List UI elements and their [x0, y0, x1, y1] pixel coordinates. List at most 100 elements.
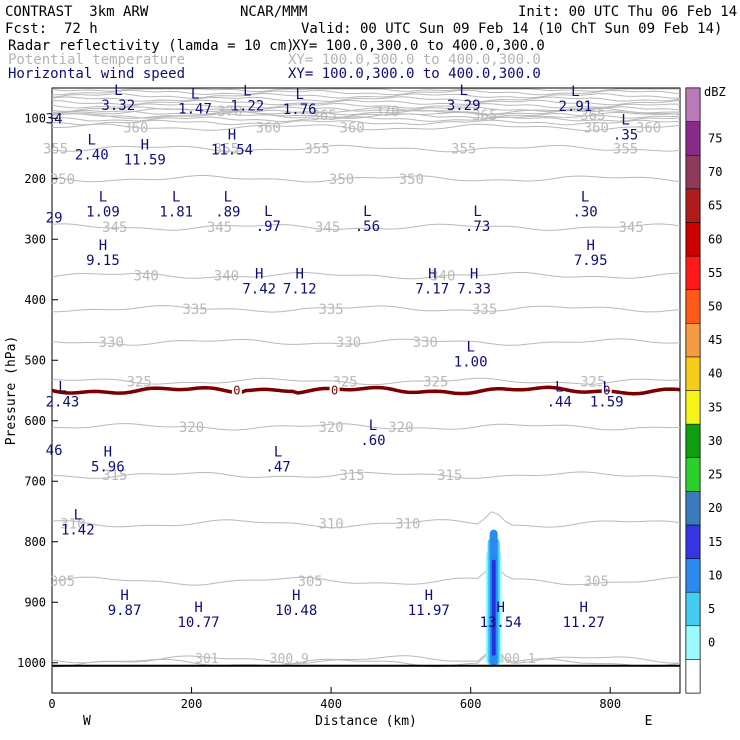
- colorbar-label: 25: [708, 468, 722, 482]
- wind-speed-label: 7.12: [283, 281, 317, 297]
- colorbar-swatch: [686, 357, 700, 391]
- colorbar-swatch: [686, 525, 700, 559]
- theta-label: 350: [399, 172, 424, 188]
- theta-label: 355: [451, 142, 476, 158]
- colorbar-label: 30: [708, 434, 722, 448]
- x-tick-label: 600: [460, 697, 482, 711]
- colorbar-swatch: [686, 458, 700, 492]
- wind-extremum-marker: H: [228, 128, 236, 144]
- wind-extremum-marker: H: [295, 266, 303, 282]
- colorbar-label: 65: [708, 199, 722, 213]
- wind-speed-label: 1.22: [231, 99, 265, 115]
- colorbar-swatch: [686, 559, 700, 593]
- theta-label: 315: [437, 468, 462, 484]
- freezing-level-label: 0: [233, 384, 240, 398]
- wind-speed-label: 2.91: [558, 99, 592, 115]
- theta-label: 360: [636, 120, 661, 136]
- wind-speed-label: 2.40: [75, 148, 109, 164]
- wind-extremum-marker: L: [295, 87, 303, 103]
- theta-label: 310: [318, 517, 343, 533]
- wind-extremum-marker: L: [603, 379, 611, 395]
- y-tick-label: 200: [24, 172, 46, 186]
- colorbar-swatch: [686, 626, 700, 660]
- wind-extremum-marker: H: [141, 137, 149, 153]
- wind-speed-label: 5.96: [91, 460, 125, 476]
- wind-speed-label: .44: [547, 394, 572, 410]
- wind-extremum-marker: L: [369, 418, 377, 434]
- wind-speed-label: 3.32: [101, 98, 135, 114]
- y-tick-label: 1000: [17, 656, 46, 670]
- wind-extremum-marker: H: [586, 238, 594, 254]
- wind-extremum-marker: L: [264, 204, 272, 220]
- colorbar-label: 70: [708, 165, 722, 179]
- theta-label: 350: [50, 172, 75, 188]
- theta-label: 330: [99, 335, 124, 351]
- wind-extremum-marker: L: [243, 84, 251, 100]
- colorbar-label: 50: [708, 299, 722, 313]
- colorbar-swatch: [686, 323, 700, 357]
- wind-speed-label: 7.95: [574, 253, 608, 269]
- wind-extremum-marker: L: [58, 379, 66, 395]
- wind-extremum-marker: L: [621, 113, 629, 129]
- wind-speed-label: 10.77: [177, 615, 219, 631]
- wind-speed-label: 7.33: [457, 281, 491, 297]
- wind-speed-label: .56: [355, 219, 380, 235]
- wind-extremum-marker: L: [473, 204, 481, 220]
- y-tick-label: 600: [24, 414, 46, 428]
- colorbar-label: 75: [708, 131, 722, 145]
- wind-extremum-marker: H: [255, 266, 263, 282]
- y-tick-label: 300: [24, 232, 46, 246]
- wind-speed-label: .35: [613, 128, 638, 144]
- wind-extremum-marker: L: [74, 508, 82, 524]
- x-axis-label: Distance (km): [315, 714, 417, 729]
- wind-extremum-marker: L: [114, 83, 122, 99]
- wind-speed-label: 29: [46, 210, 63, 226]
- theta-label: 330: [413, 335, 438, 351]
- theta-label: 300.1: [496, 652, 535, 667]
- wind-speed-label: 10.48: [275, 603, 317, 619]
- colorbar-swatch: [686, 491, 700, 525]
- wind-extremum-marker: L: [172, 189, 180, 205]
- wind-extremum-marker: H: [428, 266, 436, 282]
- colorbar-label: 55: [708, 266, 722, 280]
- wind-speed-label: .47: [265, 460, 290, 476]
- y-tick-label: 700: [24, 474, 46, 488]
- theta-label: 320: [388, 420, 413, 436]
- theta-label: 370: [374, 104, 399, 120]
- theta-label: 320: [179, 420, 204, 436]
- freezing-level-label: 0: [331, 384, 338, 398]
- wind-extremum-marker: H: [120, 588, 128, 604]
- wind-speed-label: 1.76: [283, 102, 317, 118]
- colorbar-label: 0: [708, 636, 715, 650]
- theta-label: 305: [50, 574, 75, 590]
- colorbar-swatch: [686, 256, 700, 290]
- colorbar-swatch: [686, 222, 700, 256]
- x-tick-label: 400: [320, 697, 342, 711]
- theta-label: 345: [315, 220, 340, 236]
- wind-extremum-marker: L: [88, 133, 96, 149]
- y-tick-label: 500: [24, 353, 46, 367]
- theta-label: 335: [472, 302, 497, 318]
- colorbar-label: 40: [708, 367, 722, 381]
- wind-speed-label: 34: [46, 111, 63, 127]
- theta-label: 345: [102, 220, 127, 236]
- colorbar-label: 5: [708, 602, 715, 616]
- wind-speed-label: 7.42: [242, 281, 276, 297]
- theta-label: 335: [318, 302, 343, 318]
- wind-speed-label: 11.54: [211, 143, 253, 159]
- theta-label: 340: [134, 269, 159, 285]
- wind-speed-label: 7.17: [415, 281, 449, 297]
- wind-extremum-marker: L: [363, 204, 371, 220]
- x-tick-label: 800: [599, 697, 621, 711]
- y-axis-label: Pressure (hPa): [4, 336, 19, 446]
- wind-extremum-marker: L: [459, 83, 467, 99]
- colorbar-label: 15: [708, 535, 722, 549]
- wind-extremum-marker: H: [292, 588, 300, 604]
- theta-label: 335: [182, 302, 207, 318]
- wind-extremum-marker: L: [581, 189, 589, 205]
- wind-speed-label: 46: [46, 443, 63, 459]
- theta-label: 360: [256, 120, 281, 136]
- wind-extremum-marker: L: [274, 445, 282, 461]
- colorbar-swatch: [686, 659, 700, 693]
- wind-extremum-marker: L: [191, 87, 199, 103]
